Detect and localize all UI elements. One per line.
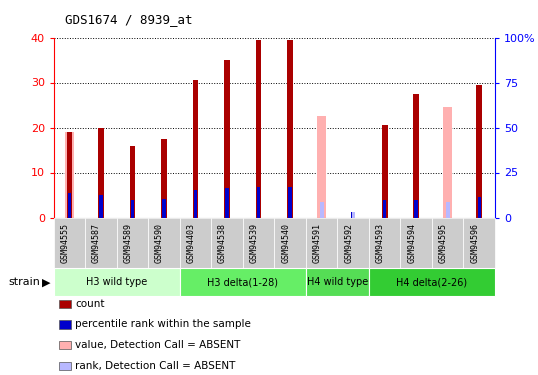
Text: H4 wild type: H4 wild type — [307, 277, 368, 287]
Bar — [98, 128, 104, 217]
Text: H3 delta(1-28): H3 delta(1-28) — [207, 277, 278, 287]
Bar — [288, 187, 292, 218]
Text: GSM94538: GSM94538 — [218, 223, 227, 263]
Text: GSM94540: GSM94540 — [281, 223, 290, 263]
Text: strain: strain — [8, 277, 40, 287]
Bar — [383, 200, 386, 217]
Bar — [443, 107, 452, 218]
Bar — [476, 85, 482, 218]
Text: GSM94539: GSM94539 — [250, 223, 259, 263]
Text: GSM94555: GSM94555 — [61, 223, 69, 263]
Bar — [68, 193, 72, 217]
Bar — [317, 116, 326, 218]
Text: count: count — [75, 299, 105, 309]
Text: GSM94592: GSM94592 — [344, 223, 353, 263]
Bar — [257, 187, 260, 218]
Bar — [352, 212, 355, 217]
Bar — [131, 200, 134, 217]
Bar — [287, 40, 293, 218]
Text: H3 wild type: H3 wild type — [86, 277, 147, 287]
Bar — [382, 125, 387, 218]
Text: GSM94593: GSM94593 — [376, 223, 385, 263]
Text: H4 delta(2-26): H4 delta(2-26) — [397, 277, 468, 287]
Bar — [478, 197, 481, 217]
Text: GSM94590: GSM94590 — [155, 223, 164, 263]
Bar — [130, 146, 136, 218]
Text: GSM94591: GSM94591 — [313, 223, 322, 263]
Bar — [413, 94, 419, 218]
Text: GSM94596: GSM94596 — [470, 223, 479, 263]
Bar — [320, 202, 324, 217]
Bar — [162, 199, 166, 217]
Bar — [100, 195, 103, 217]
Text: GSM94595: GSM94595 — [438, 223, 448, 263]
Text: ▶: ▶ — [42, 277, 51, 287]
Bar — [65, 132, 74, 218]
Text: rank, Detection Call = ABSENT: rank, Detection Call = ABSENT — [75, 361, 236, 370]
Bar — [161, 139, 167, 218]
Bar — [225, 188, 229, 218]
Bar — [67, 132, 73, 218]
Bar — [194, 190, 197, 217]
Bar — [193, 80, 199, 218]
Text: value, Detection Call = ABSENT: value, Detection Call = ABSENT — [75, 340, 240, 350]
Bar — [256, 40, 261, 218]
Bar — [414, 200, 418, 217]
Bar — [351, 212, 355, 217]
Bar — [224, 60, 230, 217]
Text: GSM94594: GSM94594 — [407, 223, 416, 263]
Text: percentile rank within the sample: percentile rank within the sample — [75, 320, 251, 329]
Bar — [68, 193, 71, 217]
Text: GSM94589: GSM94589 — [124, 223, 132, 263]
Text: GDS1674 / 8939_at: GDS1674 / 8939_at — [65, 13, 192, 26]
Text: GSM94587: GSM94587 — [92, 223, 101, 263]
Bar — [445, 202, 450, 217]
Text: GSM94403: GSM94403 — [187, 223, 196, 263]
